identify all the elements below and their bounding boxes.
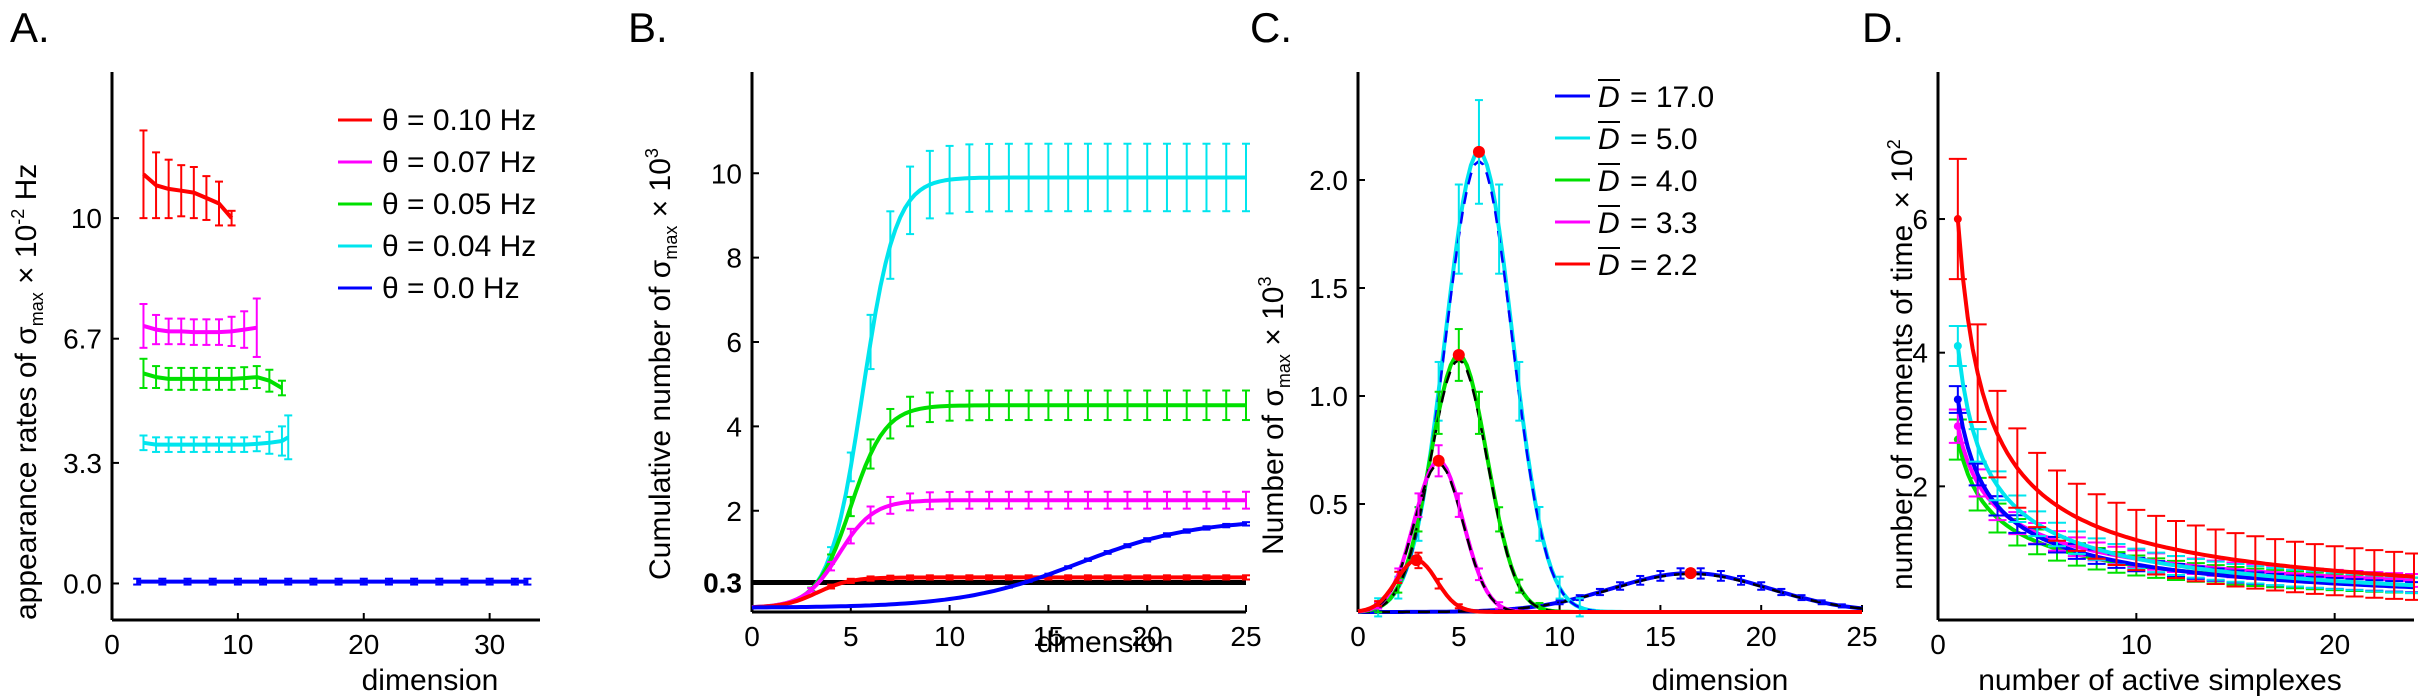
- x-tick-label: 5: [843, 621, 859, 652]
- series-line: [1955, 399, 2415, 590]
- y-tick-label: 6.7: [63, 324, 102, 355]
- x-tick-label: 30: [474, 629, 505, 660]
- legend-label: θ = 0.07 Hz: [382, 146, 536, 179]
- series-line: [143, 435, 290, 447]
- panel-c-plot: 0 5 10 15 20 25 0.5 1.0 1.5 2.0 D = 17.0 D = 5.0 D = 4.…: [1309, 72, 1878, 652]
- series-line: [142, 371, 283, 390]
- y-tick-label: 6: [1912, 204, 1928, 235]
- legend-label: = 4.0: [1630, 165, 1698, 198]
- legend-label: θ = 0.0 Hz: [382, 272, 520, 305]
- data-point: [1953, 422, 1962, 431]
- y-tick-label: 1.5: [1309, 273, 1348, 304]
- x-tick-label: 10: [222, 629, 253, 660]
- legend-symbol: D: [1598, 81, 1620, 114]
- x-tick-label: 5: [1451, 621, 1467, 652]
- peak-marker: [1684, 567, 1697, 580]
- data-point: [1953, 342, 1962, 350]
- peak-marker: [1452, 348, 1465, 361]
- panel-b-plot: 0 5 10 15 20 25 0.3 2 4 6 8 10: [703, 72, 1262, 652]
- legend-symbol: D: [1598, 249, 1620, 282]
- x-tick-label: 0: [1930, 629, 1946, 660]
- legend-symbol: D: [1598, 165, 1620, 198]
- panel-a-xlabel: dimension: [362, 664, 499, 697]
- panel-c: C. 0 5 10 15 20 25 0.5 1.0 1.5 2.0 D = 17.0 D = 5.0 D =…: [1250, 4, 1878, 697]
- legend-label: = 17.0: [1630, 81, 1714, 114]
- y-tick-label: 1.0: [1309, 381, 1348, 412]
- fit-dashed-line: [1358, 572, 1863, 614]
- x-tick-label: 15: [1033, 621, 1064, 652]
- panel-d-ylabel: number of moments of time × 102: [1884, 139, 1919, 590]
- series-line: [1955, 425, 2415, 583]
- y-tick-label: 10: [71, 203, 102, 234]
- panel-c-xlabel: dimension: [1652, 664, 1789, 697]
- svg-text:number of moments of time × 10: number of moments of time × 102: [1884, 139, 1919, 590]
- peak-marker: [1472, 145, 1485, 158]
- legend-label: θ = 0.05 Hz: [382, 188, 536, 221]
- data-point: [1953, 395, 1962, 404]
- y-tick-label: 2.0: [1309, 165, 1348, 196]
- y-tick-label: 0.0: [63, 568, 102, 599]
- legend-label: θ = 0.10 Hz: [382, 104, 536, 137]
- x-tick-label: 0: [104, 629, 120, 660]
- data-point: [1953, 215, 1962, 224]
- x-tick-label: 20: [1746, 621, 1777, 652]
- y-tick-label: 2: [1912, 471, 1928, 502]
- panel-a-label: A.: [10, 4, 50, 51]
- x-tick-label: 10: [2121, 629, 2152, 660]
- panel-c-label: C.: [1250, 4, 1292, 51]
- x-tick-label: 10: [934, 621, 965, 652]
- legend-label: = 5.0: [1630, 123, 1698, 156]
- svg-text:Cumulative number of σmax × 10: Cumulative number of σmax × 103: [642, 148, 681, 580]
- series-line: [1955, 345, 2415, 588]
- panel-a-ylabel: appearance rates of σmax × 10-2 Hz: [8, 164, 47, 620]
- y-tick-label: 0.3: [703, 567, 742, 598]
- y-tick-label: 3.3: [63, 448, 102, 479]
- x-tick-label: 10: [1544, 621, 1575, 652]
- legend-symbol: D: [1598, 207, 1620, 240]
- x-tick-label: 0: [1350, 621, 1366, 652]
- legend-symbol: D: [1598, 123, 1620, 156]
- panel-c-ylabel: Number of σmax × 103: [1255, 277, 1294, 556]
- y-tick-label: 4: [726, 411, 742, 442]
- panel-b-label: B.: [628, 4, 668, 51]
- series-line: [142, 172, 234, 220]
- series-line: [1955, 218, 2415, 579]
- x-tick-label: 20: [1132, 621, 1163, 652]
- panel-d-xlabel: number of active simplexes: [1978, 664, 2342, 697]
- series-line: [1357, 558, 1862, 614]
- panel-d-label: D.: [1862, 4, 1904, 51]
- legend-label: θ = 0.04 Hz: [382, 230, 536, 263]
- panel-d: D. 0 10 20 2 4 6 number of active simplexes n…: [1862, 4, 2418, 697]
- svg-text:appearance rates of σmax × 10-: appearance rates of σmax × 10-2 Hz: [8, 164, 47, 620]
- panel-b-xlabel: dimension: [1037, 626, 1174, 659]
- panel-b-ylabel: Cumulative number of σmax × 103: [642, 148, 681, 580]
- y-tick-label: 6: [726, 327, 742, 358]
- y-tick-label: 2: [726, 496, 742, 527]
- y-tick-label: 0.5: [1309, 489, 1348, 520]
- x-tick-label: 25: [1230, 621, 1261, 652]
- series-line: [751, 403, 1246, 610]
- panel-d-plot: 0 10 20 2 4 6: [1912, 72, 2418, 660]
- legend-label: = 3.3: [1630, 207, 1698, 240]
- series-line: [142, 323, 258, 335]
- panel-b: B. 0 5 10 15 20 25 0.3 2 4 6 8 10 dimension Cumulat…: [628, 4, 1262, 659]
- x-tick-label: 15: [1645, 621, 1676, 652]
- y-tick-label: 8: [726, 243, 742, 274]
- x-tick-label: 20: [348, 629, 379, 660]
- panel-a-plot: 0 10 20 30 0.0 3.3 6.7 10 θ = 0.10 Hz θ = 0.07 Hz…: [63, 72, 540, 660]
- peak-marker: [1432, 454, 1445, 467]
- y-tick-label: 4: [1912, 338, 1928, 369]
- x-tick-label: 20: [2319, 629, 2350, 660]
- y-tick-label: 10: [711, 158, 742, 189]
- panel-a: A. 0 10 20 30 0.0 3.3 6.7 10 θ = 0.10 Hz θ = 0.07…: [8, 4, 540, 697]
- svg-text:Number of σmax × 103: Number of σmax × 103: [1255, 277, 1294, 556]
- series-line: [751, 175, 1246, 610]
- x-tick-label: 0: [744, 621, 760, 652]
- fit-dashed-line: [1357, 560, 1862, 614]
- x-tick-label: 25: [1846, 621, 1877, 652]
- peak-marker: [1410, 554, 1423, 567]
- legend-label: = 2.2: [1630, 249, 1698, 282]
